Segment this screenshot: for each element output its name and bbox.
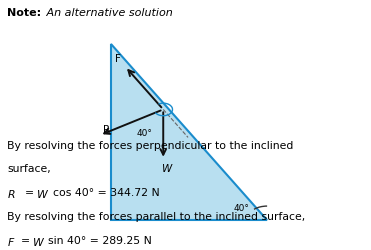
Text: sin 40° = 289.25 N: sin 40° = 289.25 N — [48, 235, 152, 245]
Polygon shape — [111, 45, 267, 220]
Text: $W$: $W$ — [32, 235, 45, 247]
Text: 40°: 40° — [137, 128, 152, 137]
Text: An alternative solution: An alternative solution — [43, 8, 173, 18]
Text: $F$: $F$ — [7, 235, 16, 247]
Text: R: R — [104, 124, 111, 134]
Text: By resolving the forces parallel to the inclined surface,: By resolving the forces parallel to the … — [7, 211, 306, 221]
Text: =: = — [21, 235, 33, 245]
Text: =: = — [25, 188, 38, 198]
Text: surface,: surface, — [7, 164, 51, 174]
Text: By resolving the forces perpendicular to the inclined: By resolving the forces perpendicular to… — [7, 140, 294, 150]
Text: W: W — [162, 163, 172, 173]
Text: $R$: $R$ — [7, 188, 16, 200]
Text: $W$: $W$ — [36, 188, 49, 200]
Text: cos 40° = 344.72 N: cos 40° = 344.72 N — [53, 188, 160, 198]
Text: F: F — [115, 54, 121, 64]
Text: Note:: Note: — [7, 8, 42, 18]
Text: 40°: 40° — [233, 204, 249, 212]
